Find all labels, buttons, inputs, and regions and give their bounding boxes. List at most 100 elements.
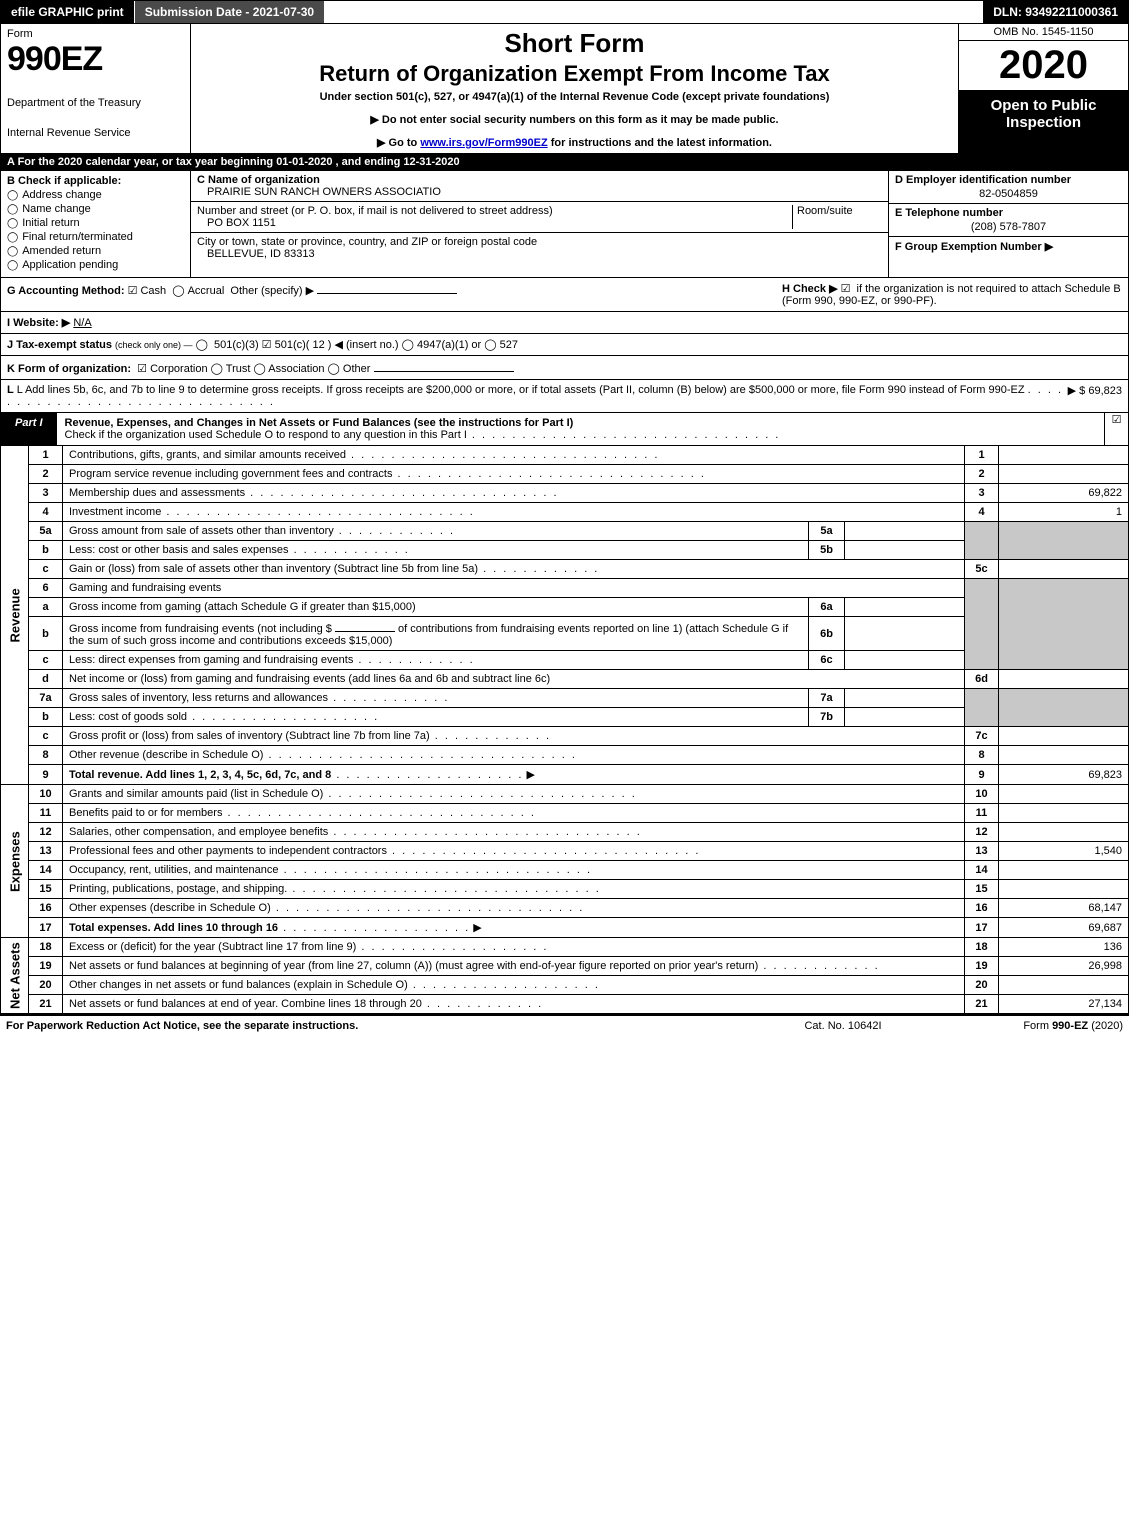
l2-v xyxy=(999,465,1129,484)
line-18-row: Net Assets 18 Excess or (deficit) for th… xyxy=(1,938,1129,957)
note-ssn: ▶ Do not enter social security numbers o… xyxy=(199,113,950,126)
row-j: J Tax-exempt status (check only one) — 5… xyxy=(0,334,1129,356)
line-6b-row: b Gross income from fundraising events (… xyxy=(1,617,1129,651)
l18-n: 18 xyxy=(29,938,63,957)
l6b-d: Gross income from fundraising events (no… xyxy=(63,617,809,651)
street-block: Number and street (or P. O. box, if mail… xyxy=(191,202,888,233)
l6a-n: a xyxy=(29,598,63,617)
efile-print-button[interactable]: efile GRAPHIC print xyxy=(1,1,135,23)
line-7a-row: 7a Gross sales of inventory, less return… xyxy=(1,689,1129,708)
line-9-row: 9 Total revenue. Add lines 1, 2, 3, 4, 5… xyxy=(1,765,1129,785)
l8-ln: 8 xyxy=(965,746,999,765)
l10-ln: 10 xyxy=(965,785,999,804)
h-check[interactable] xyxy=(841,283,854,295)
g-accounting: G Accounting Method: Cash Accrual Other … xyxy=(7,282,782,307)
l6c-mn: 6c xyxy=(809,651,845,670)
l7c-d: Gross profit or (loss) from sales of inv… xyxy=(63,727,965,746)
l8-d: Other revenue (describe in Schedule O) xyxy=(63,746,965,765)
line-15-row: 15 Printing, publications, postage, and … xyxy=(1,880,1129,899)
l2-ln: 2 xyxy=(965,465,999,484)
header-center: Short Form Return of Organization Exempt… xyxy=(191,24,958,153)
l19-d: Net assets or fund balances at beginning… xyxy=(63,957,965,976)
section-c: C Name of organization PRAIRIE SUN RANCH… xyxy=(191,171,888,277)
irs-link[interactable]: www.irs.gov/Form990EZ xyxy=(420,137,547,149)
org-name-value: PRAIRIE SUN RANCH OWNERS ASSOCIATIO xyxy=(207,186,882,198)
part1-sub: Check if the organization used Schedule … xyxy=(65,429,1096,441)
part1-title: Revenue, Expenses, and Changes in Net As… xyxy=(57,413,1104,445)
l7c-ln: 7c xyxy=(965,727,999,746)
l20-v xyxy=(999,976,1129,995)
line-6-row: 6 Gaming and fundraising events xyxy=(1,579,1129,598)
l17-d-wrap: Total expenses. Add lines 10 through 16 … xyxy=(63,918,965,938)
tel-value: (208) 578-7807 xyxy=(895,221,1122,233)
line-21-row: 21 Net assets or fund balances at end of… xyxy=(1,995,1129,1014)
l14-n: 14 xyxy=(29,861,63,880)
l21-d: Net assets or fund balances at end of ye… xyxy=(63,995,965,1014)
l3-d: Membership dues and assessments xyxy=(63,484,965,503)
l4-ln: 4 xyxy=(965,503,999,522)
l20-n: 20 xyxy=(29,976,63,995)
l5ab-shade xyxy=(965,522,999,560)
l15-d: Printing, publications, postage, and shi… xyxy=(63,880,965,899)
l6b-blank[interactable] xyxy=(335,620,395,632)
l7a-mv xyxy=(845,689,965,708)
city-value: BELLEVUE, ID 83313 xyxy=(207,248,882,260)
g-cash[interactable]: Cash xyxy=(128,285,167,297)
k-other-field[interactable] xyxy=(374,360,514,372)
l12-n: 12 xyxy=(29,823,63,842)
l7a-n: 7a xyxy=(29,689,63,708)
chk-initial-return[interactable]: Initial return xyxy=(7,217,184,229)
l9-d: Total revenue. Add lines 1, 2, 3, 4, 5c,… xyxy=(69,769,331,781)
l-text-inner: L Add lines 5b, 6c, and 7b to line 9 to … xyxy=(17,384,1025,396)
j-501c3[interactable] xyxy=(196,339,211,351)
g-other[interactable]: Other (specify) ▶ xyxy=(230,285,314,297)
tax-period-row: A For the 2020 calendar year, or tax yea… xyxy=(0,154,1129,171)
street-label: Number and street (or P. O. box, if mail… xyxy=(197,205,553,217)
l18-v: 136 xyxy=(999,938,1129,957)
l2-d: Program service revenue including govern… xyxy=(63,465,965,484)
l20-ln: 20 xyxy=(965,976,999,995)
chk-amended-return[interactable]: Amended return xyxy=(7,245,184,257)
l4-v: 1 xyxy=(999,503,1129,522)
part1-title-text: Revenue, Expenses, and Changes in Net As… xyxy=(65,417,574,429)
l6d-v xyxy=(999,670,1129,689)
l1-n: 1 xyxy=(29,446,63,465)
l3-v: 69,822 xyxy=(999,484,1129,503)
line-13-row: 13 Professional fees and other payments … xyxy=(1,842,1129,861)
h-label: H Check ▶ xyxy=(782,283,838,295)
l2-n: 2 xyxy=(29,465,63,484)
row-i: I Website: ▶ N/A xyxy=(0,312,1129,334)
l5b-mv xyxy=(845,541,965,560)
city-block: City or town, state or province, country… xyxy=(191,233,888,263)
chk-application-pending[interactable]: Application pending xyxy=(7,259,184,271)
line-8-row: 8 Other revenue (describe in Schedule O)… xyxy=(1,746,1129,765)
l7a-mn: 7a xyxy=(809,689,845,708)
chk-final-return[interactable]: Final return/terminated xyxy=(7,231,184,243)
omb-number: OMB No. 1545-1150 xyxy=(959,24,1128,41)
l6-n: 6 xyxy=(29,579,63,598)
line-5c-row: c Gain or (loss) from sale of assets oth… xyxy=(1,560,1129,579)
l17-ln: 17 xyxy=(965,918,999,938)
g-accrual[interactable]: Accrual xyxy=(172,285,224,297)
footer-catno: Cat. No. 10642I xyxy=(743,1020,943,1032)
l5c-d: Gain or (loss) from sale of assets other… xyxy=(63,560,965,579)
chk-address-change[interactable]: Address change xyxy=(7,189,184,201)
section-b-label: B Check if applicable: xyxy=(7,175,184,187)
line-7c-row: c Gross profit or (loss) from sales of i… xyxy=(1,727,1129,746)
tel-label: E Telephone number xyxy=(895,207,1003,219)
line-10-row: Expenses 10 Grants and similar amounts p… xyxy=(1,785,1129,804)
l15-n: 15 xyxy=(29,880,63,899)
footer-paperwork: For Paperwork Reduction Act Notice, see … xyxy=(6,1020,743,1032)
l6-d: Gaming and fundraising events xyxy=(63,579,965,598)
k-label: K Form of organization: xyxy=(7,363,131,375)
g-other-field[interactable] xyxy=(317,282,457,294)
note2-pre: ▶ Go to xyxy=(377,137,420,149)
l3-n: 3 xyxy=(29,484,63,503)
line-6c-row: c Less: direct expenses from gaming and … xyxy=(1,651,1129,670)
header-left: Form 990EZ Department of the Treasury In… xyxy=(1,24,191,153)
i-value: N/A xyxy=(73,317,91,329)
page-footer: For Paperwork Reduction Act Notice, see … xyxy=(0,1014,1129,1036)
chk-name-change[interactable]: Name change xyxy=(7,203,184,215)
l9-v: 69,823 xyxy=(999,765,1129,785)
part1-check[interactable]: ☑ xyxy=(1104,413,1128,445)
